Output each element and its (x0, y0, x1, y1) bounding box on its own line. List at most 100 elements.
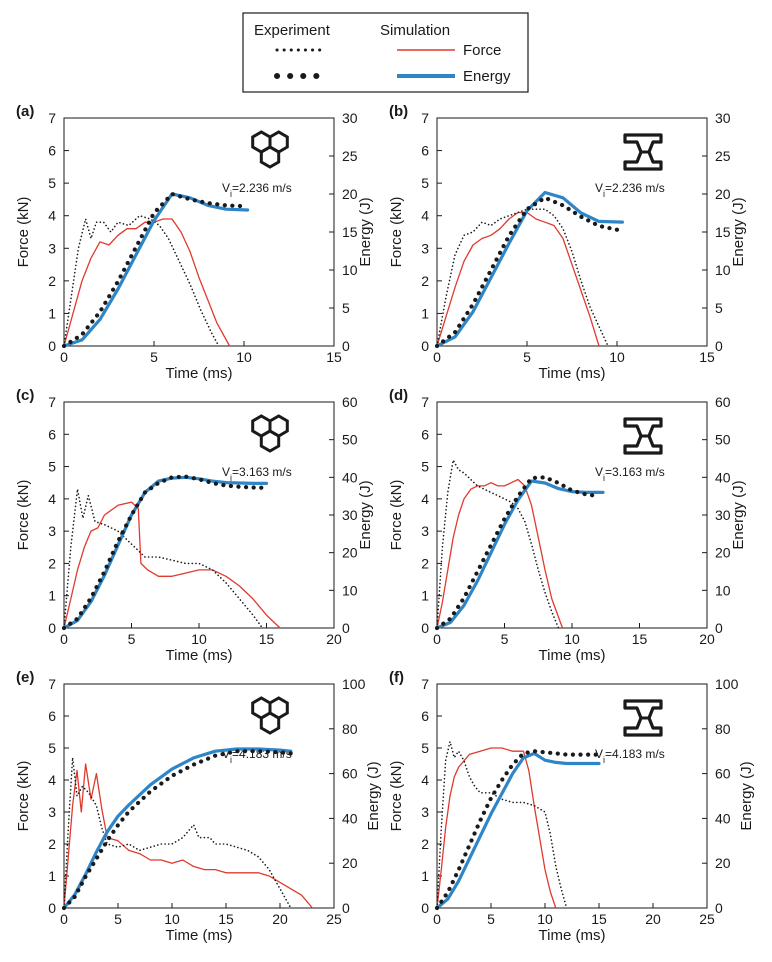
panel-e: 0 1 2 3 4 5 6 7 0 20 40 60 80 100 0 5 10 15 20 25 Time (ms) F… (15, 669, 382, 944)
legend-energy-label: Energy (463, 68, 511, 85)
y2-tick-label: 0 (342, 900, 350, 916)
reentrant-icon (623, 417, 663, 455)
x-tick-label: 15 (326, 349, 342, 365)
reentrant-cell (623, 699, 663, 737)
y-tick-label: 7 (48, 676, 56, 692)
series-exp-force (63, 756, 292, 909)
x-tick-label: 0 (433, 911, 441, 927)
y2-tick-label: 60 (342, 394, 358, 410)
y2-tick-label: 80 (342, 721, 358, 737)
y-tick-label: 5 (48, 459, 56, 475)
y-tick-label: 4 (48, 772, 56, 788)
y-tick-label: 5 (48, 740, 56, 756)
y-tick-label: 6 (48, 708, 56, 724)
y-tick-label: 1 (48, 868, 56, 884)
y2-tick-label: 0 (715, 900, 723, 916)
y2-tick-label: 40 (342, 810, 358, 826)
y-tick-label: 6 (48, 143, 56, 159)
y2-tick-label: 10 (342, 262, 358, 278)
panel-label: (c) (16, 387, 34, 404)
y-axis-label: Force (kN) (15, 761, 32, 832)
y-tick-label: 7 (421, 110, 429, 126)
y2-tick-label: 60 (715, 394, 731, 410)
x-axis-label: Time (ms) (166, 647, 233, 664)
series-exp-energy (434, 195, 620, 349)
legend-simulation-label: Simulation (380, 22, 450, 39)
series-exp-force (63, 214, 220, 347)
y2-tick-label: 5 (715, 300, 723, 316)
series-exp-force (436, 459, 560, 629)
y-tick-label: 3 (421, 240, 429, 256)
y2-tick-label: 60 (342, 766, 358, 782)
y-tick-label: 0 (421, 900, 429, 916)
y-tick-label: 3 (48, 523, 56, 539)
x-axis-label: Time (ms) (166, 365, 233, 382)
plot-frame (436, 683, 708, 909)
y-axis-label: Force (kN) (388, 761, 405, 832)
x-tick-label: 10 (537, 911, 553, 927)
y-tick-label: 1 (421, 305, 429, 321)
y2-tick-label: 20 (342, 186, 358, 202)
series-sim-force (436, 478, 564, 629)
y2-axis-label: Energy (J) (357, 197, 374, 266)
x-axis-label: Time (ms) (539, 927, 606, 944)
y2-tick-label: 20 (342, 855, 358, 871)
y2-tick-label: 0 (342, 338, 350, 354)
x-tick-label: 15 (699, 349, 715, 365)
reentrant-cell (623, 133, 663, 171)
y2-axis-label: Energy (J) (357, 480, 374, 549)
y2-tick-label: 25 (342, 148, 358, 164)
y2-tick-label: 50 (342, 432, 358, 448)
velocity-label: Vi=2.236 m/s (222, 181, 292, 199)
panel-label: (a) (16, 103, 34, 120)
y-tick-label: 7 (421, 676, 429, 692)
y2-tick-label: 20 (715, 545, 731, 561)
honeycomb-cell (259, 145, 281, 169)
y2-tick-label: 15 (342, 224, 358, 240)
legend-force-label: Force (463, 42, 501, 59)
y-tick-label: 6 (421, 708, 429, 724)
y-tick-label: 4 (48, 491, 56, 507)
x-tick-label: 20 (272, 911, 288, 927)
y2-tick-label: 20 (715, 855, 731, 871)
velocity-label: Vi=3.163 m/s (595, 465, 665, 483)
x-tick-label: 10 (164, 911, 180, 927)
y2-tick-label: 50 (715, 432, 731, 448)
y2-tick-label: 10 (715, 582, 731, 598)
y-axis-label: Force (kN) (15, 480, 32, 551)
y-tick-label: 7 (48, 394, 56, 410)
series-exp-force (436, 740, 568, 909)
y-tick-label: 6 (421, 143, 429, 159)
plot-frame (436, 401, 708, 629)
y-tick-label: 6 (48, 426, 56, 442)
x-tick-label: 10 (564, 631, 580, 647)
y2-tick-label: 30 (342, 110, 358, 126)
x-tick-label: 15 (218, 911, 234, 927)
x-tick-label: 10 (236, 349, 252, 365)
plot-frame (63, 117, 335, 347)
y2-tick-label: 10 (715, 262, 731, 278)
y-axis-label: Force (kN) (15, 197, 32, 268)
y2-tick-label: 60 (715, 766, 731, 782)
x-tick-label: 20 (326, 631, 342, 647)
velocity-label: Vi=2.236 m/s (595, 181, 665, 199)
x-tick-label: 5 (128, 631, 136, 647)
y-tick-label: 3 (48, 240, 56, 256)
y-tick-label: 5 (421, 459, 429, 475)
series-exp-force (436, 208, 609, 347)
x-tick-label: 10 (191, 631, 207, 647)
y2-tick-label: 20 (715, 186, 731, 202)
y2-tick-label: 0 (342, 620, 350, 636)
y2-axis-label: Energy (J) (738, 761, 755, 830)
plot-frame (63, 683, 335, 909)
y-tick-label: 5 (48, 175, 56, 191)
panel-label: (e) (16, 669, 34, 686)
y2-axis-label: Energy (J) (730, 480, 747, 549)
honeycomb-cell (259, 711, 281, 735)
legend: Experiment Simulation Force Energy (242, 12, 529, 93)
series-sim-force (63, 501, 281, 629)
y2-tick-label: 30 (715, 110, 731, 126)
y-tick-label: 4 (421, 772, 429, 788)
x-tick-label: 10 (609, 349, 625, 365)
